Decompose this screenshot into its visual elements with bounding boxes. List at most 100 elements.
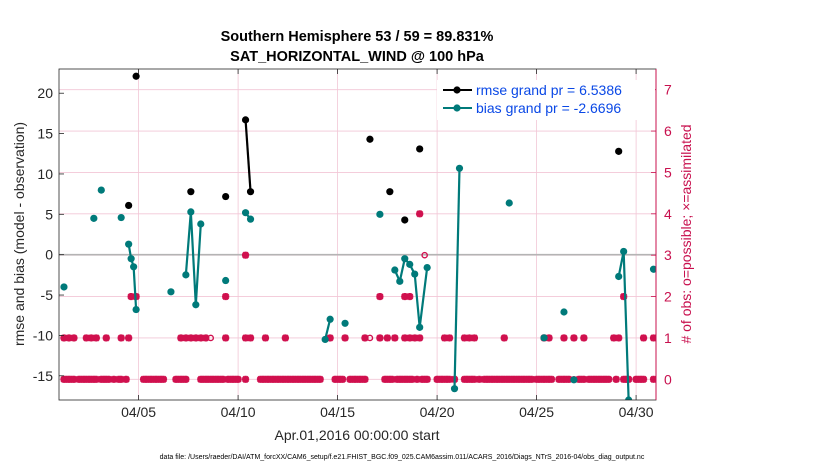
chart-subtitle: SAT_HORIZONTAL_WIND @ 100 hPa — [230, 49, 485, 65]
obs-assimilated-marker — [475, 375, 483, 383]
obs-marker-shape — [361, 375, 369, 383]
obs-assimilated-marker — [580, 334, 588, 342]
y2-tick-label: 7 — [664, 82, 672, 98]
obs-assimilated-marker — [465, 334, 474, 342]
obs-assimilated-marker — [391, 334, 399, 342]
bias-point — [401, 255, 409, 263]
obs-marker-shape — [423, 375, 431, 383]
bias-point — [182, 271, 190, 279]
obs-possible-marker — [207, 334, 215, 342]
legend-box — [437, 80, 655, 120]
y-tick-label: 0 — [45, 247, 53, 263]
obs-marker-shape — [60, 334, 68, 342]
obs-assimilated-marker — [182, 375, 190, 383]
x-axis-ticks: 04/05 04/10 04/15 04/20 04/25 04/30 — [121, 69, 654, 420]
obs-assimilated-marker — [122, 375, 130, 383]
obs-assimilated-marker — [341, 334, 349, 342]
obs-assimilated-marker — [70, 375, 78, 383]
obs-assimilated-marker — [383, 334, 391, 342]
obs-marker-shape — [620, 292, 628, 301]
obs-assimilated-marker — [241, 251, 250, 259]
obs-marker-shape — [82, 334, 90, 342]
bias-point — [406, 260, 414, 268]
rmse-point — [187, 188, 195, 196]
obs-assimilated-marker — [92, 375, 100, 383]
obs-marker-shape — [125, 334, 133, 342]
obs-marker-shape — [70, 334, 78, 342]
y-tick-label: 5 — [45, 206, 53, 222]
obs-assimilated-marker — [197, 334, 205, 342]
bias-point — [455, 164, 464, 172]
obs-marker-shape — [182, 375, 190, 383]
y2-axis-ticks: 0 1 2 3 4 5 6 7 — [651, 82, 672, 387]
obs-assimilated-marker — [202, 334, 210, 342]
obs-marker-shape — [316, 375, 324, 383]
obs-assimilated-marker — [401, 292, 409, 301]
obs-marker-shape — [391, 334, 399, 342]
y2-tick-label: 0 — [664, 371, 672, 387]
obs-assimilated-marker — [182, 334, 190, 342]
obs-marker-shape — [615, 334, 623, 342]
obs-marker-shape — [445, 375, 454, 383]
y2-tick-label: 2 — [664, 289, 672, 305]
obs-assimilated-marker — [82, 334, 90, 342]
obs-marker-shape — [92, 375, 100, 383]
obs-marker-shape — [70, 375, 78, 383]
obs-marker-shape — [102, 334, 110, 342]
obs-assimilated-marker — [416, 334, 424, 342]
obs-marker-shape — [406, 292, 414, 301]
bias-point — [505, 199, 513, 207]
obs-assimilated-marker — [241, 375, 250, 383]
y-tick-label: 20 — [37, 85, 53, 101]
grid-lines — [59, 69, 656, 400]
obs-marker-shape — [416, 334, 424, 342]
bias-point — [60, 283, 68, 291]
obs-assimilated-marker — [222, 334, 230, 342]
obs-assimilated-marker — [470, 334, 479, 342]
bias-line-segment — [127, 244, 138, 310]
obs-assimilated-marker — [261, 334, 270, 342]
obs-assimilated-marker — [610, 334, 618, 342]
bias-point — [127, 255, 135, 263]
obs-marker-shape — [197, 334, 205, 342]
obs-marker-shape — [445, 334, 454, 342]
obs-marker-shape — [241, 334, 250, 342]
obs-marker-shape — [580, 375, 588, 383]
obs-marker-shape — [565, 375, 573, 383]
obs-assimilated-marker — [127, 292, 135, 301]
obs-marker-shape — [547, 375, 556, 383]
obs-assimilated-marker — [110, 375, 118, 383]
rmse-point — [615, 147, 623, 155]
obs-marker-shape — [222, 334, 230, 342]
obs-assimilated-marker — [406, 334, 414, 342]
bias-point — [416, 323, 424, 331]
obs-marker-shape — [610, 334, 618, 342]
obs-assimilated-marker — [445, 334, 454, 342]
bias-point — [560, 308, 568, 316]
obs-marker-shape — [401, 292, 409, 301]
obs-assimilated-marker — [361, 334, 369, 342]
obs-marker-shape — [110, 375, 118, 383]
obs-marker-shape — [401, 334, 409, 342]
obs-marker-shape — [127, 292, 135, 301]
obs-marker-shape — [383, 334, 391, 342]
obs-marker-shape — [580, 334, 588, 342]
obs-marker-shape — [528, 375, 536, 383]
obs-marker-shape — [65, 334, 73, 342]
y2-axis-label: # of obs: o=possible; ×=assimilated — [678, 124, 694, 343]
obs-marker-shape — [92, 334, 100, 342]
obs-assimilated-marker — [117, 375, 125, 383]
bias-point — [396, 277, 404, 285]
bias-point — [241, 209, 250, 217]
bias-point — [391, 266, 399, 274]
obs-marker-shape — [261, 334, 270, 342]
obs-assimilated-marker — [565, 375, 573, 383]
obs-assimilated-marker — [620, 292, 628, 301]
chart-title: Southern Hemisphere 53 / 59 = 89.831% — [221, 29, 494, 45]
obs-assimilated-marker — [219, 375, 227, 383]
obs-marker-shape — [411, 334, 419, 342]
obs-assimilated-marker — [117, 334, 125, 342]
obs-marker-shape — [612, 375, 620, 383]
y2-tick-label: 3 — [664, 247, 672, 263]
obs-assimilated-marker — [105, 375, 113, 383]
